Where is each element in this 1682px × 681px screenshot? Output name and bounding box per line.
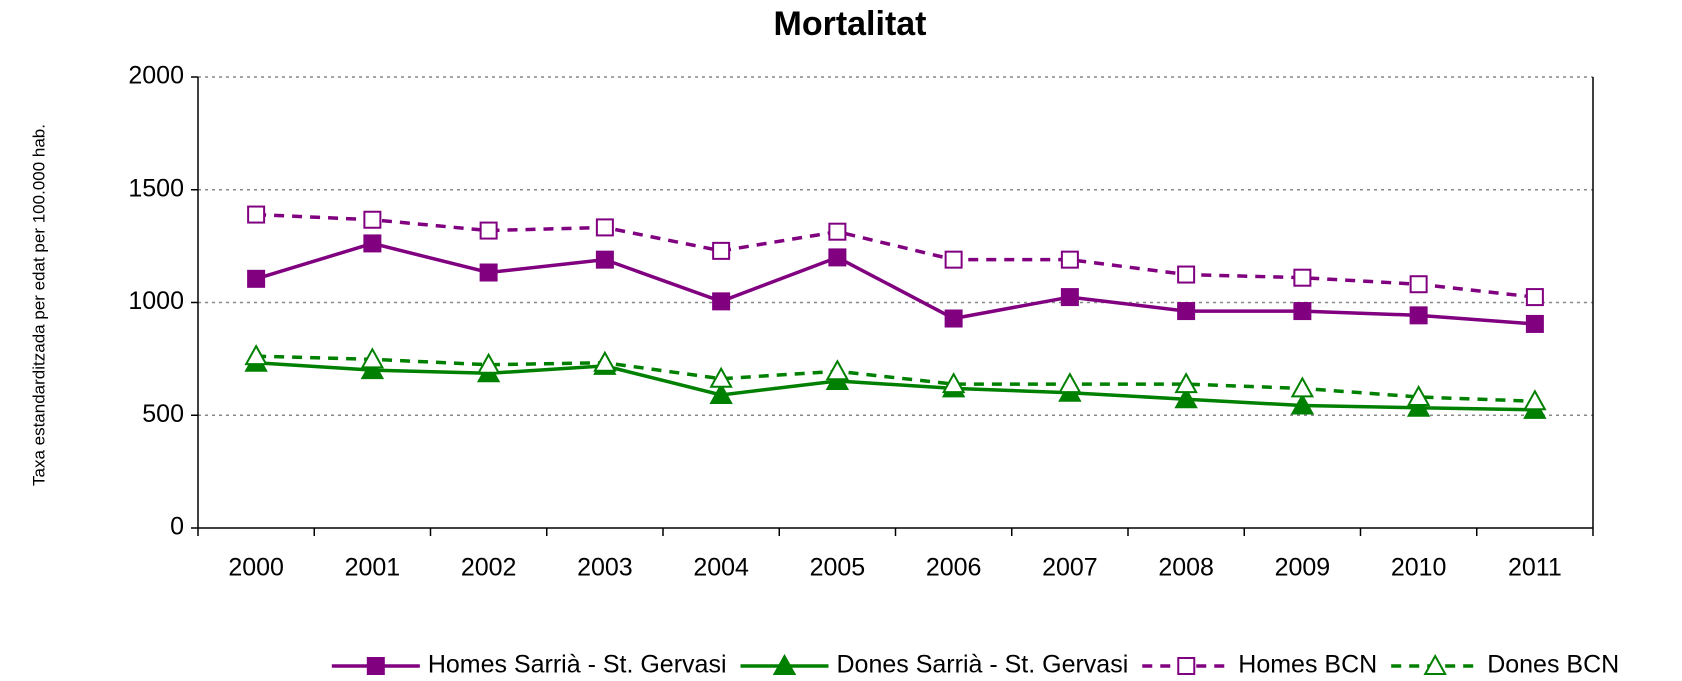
marker [709,366,733,388]
marker [1523,389,1547,411]
legend-label: Homes Sarrià - St. Gervasi [428,651,727,679]
marker [1406,384,1431,406]
marker [1290,376,1315,398]
marker [476,352,501,374]
marker [1060,288,1079,307]
x-tick-label: 2001 [345,554,401,582]
marker [1423,653,1447,675]
marker [1058,372,1082,394]
marker [712,292,731,311]
marker [1409,275,1428,294]
marker [247,269,266,288]
x-tick-label: 2002 [461,554,517,582]
series-line [256,354,1535,404]
x-tick-label: 2003 [577,554,633,582]
marker [709,382,733,404]
y-tick-label: 500 [142,400,184,428]
legend-label: Dones BCN [1487,651,1619,679]
marker [360,347,385,369]
marker [944,309,963,328]
marker [1174,387,1198,409]
x-tick-label: 2000 [228,554,284,582]
marker [479,263,498,282]
marker [363,210,382,229]
marker [1177,302,1196,321]
marker [595,250,614,269]
marker [366,657,385,675]
y-axis-label: Taxa estandarditzada per edat per 100.00… [29,124,48,486]
x-tick-label: 2011 [1508,554,1562,582]
x-tick-label: 2010 [1391,554,1447,582]
series-line [255,241,1536,326]
marker [1406,395,1431,417]
marker [1525,288,1544,307]
marker [593,350,617,372]
marker [941,372,966,394]
marker [1525,314,1544,333]
y-tick-label: 1500 [128,174,184,202]
x-tick-label: 2008 [1158,554,1214,582]
marker [595,218,614,237]
marker [1060,250,1079,269]
marker [828,222,847,241]
marker [1290,393,1315,415]
marker [360,358,385,380]
legend-label: Homes BCN [1238,651,1377,679]
marker [944,250,963,269]
chart-title: Mortalitat [774,5,927,43]
marker [247,205,266,224]
x-tick-label: 2009 [1275,554,1331,582]
marker [244,344,268,366]
marker [825,359,850,381]
marker [479,221,498,240]
y-tick-label: 2000 [128,62,184,90]
y-tick-label: 1000 [128,287,184,315]
x-tick-label: 2004 [693,554,749,582]
marker [712,241,731,260]
marker [1293,268,1312,287]
marker [1177,657,1196,675]
legend: Homes Sarrià - St. Gervasi Dones Sarrià -… [331,651,1619,679]
y-tick-label: 0 [170,513,184,541]
marker [828,248,847,267]
marker [363,234,382,253]
marker [1177,265,1196,284]
x-tick-label: 2006 [926,554,982,582]
x-tick-label: 2007 [1042,554,1098,582]
marker [1409,306,1428,325]
series-line [256,212,1536,299]
marker [1174,372,1198,394]
x-tick-label: 2005 [810,554,866,582]
marker [772,653,797,675]
marker [1293,302,1312,321]
series-line [256,360,1535,412]
legend-label: Dones Sarrià - St. Gervasi [837,651,1129,679]
